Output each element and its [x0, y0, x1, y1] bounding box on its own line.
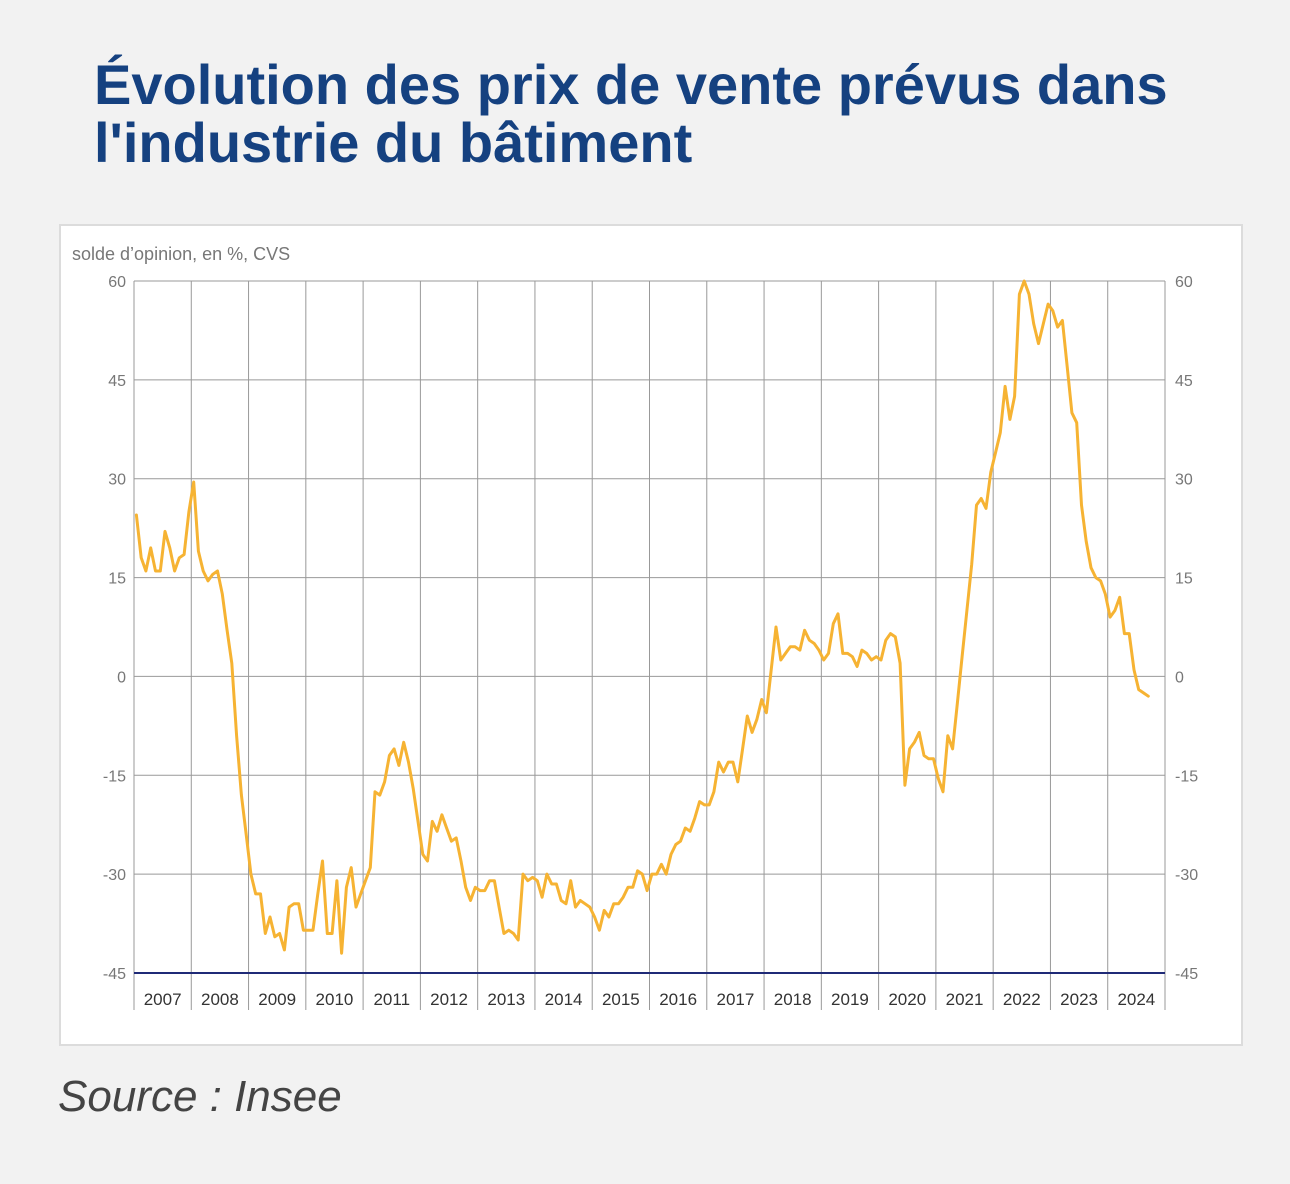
- x-year-label: 2023: [1060, 990, 1098, 1009]
- y-tick-label-right: -15: [1175, 768, 1198, 785]
- y-tick-label-right: -30: [1175, 867, 1198, 884]
- x-year-label: 2015: [602, 990, 640, 1009]
- chart-title: Évolution des prix de vente prévus dans …: [94, 53, 1168, 174]
- x-axis-years: 2007 2008 2009 2010 2011 2012 2013 2014 2015 2016…: [144, 990, 1156, 1009]
- y-tick-label-left: 30: [108, 472, 126, 489]
- x-year-label: 2019: [831, 990, 869, 1009]
- chart-panel: [59, 224, 1243, 1046]
- x-year-label: 2024: [1117, 990, 1155, 1009]
- x-year-label: 2009: [258, 990, 296, 1009]
- x-year-label: 2013: [487, 990, 525, 1009]
- y-axis-ticks: 60 60 45 45 30 30 15 15 0 0 -15 -15 -30 -30 -45 -45: [103, 274, 1198, 983]
- x-year-label: 2016: [659, 990, 697, 1009]
- y-tick-label-left: -30: [103, 867, 126, 884]
- y-tick-label-right: 60: [1175, 274, 1193, 291]
- series-layer: [134, 279, 1150, 955]
- y-tick-label-right: 0: [1175, 669, 1184, 686]
- x-year-label: 2010: [316, 990, 354, 1009]
- y-tick-label-left: 60: [108, 274, 126, 291]
- x-year-label: 2007: [144, 990, 182, 1009]
- y-tick-label-left: -15: [103, 768, 126, 785]
- source-note: Source : Insee: [58, 1072, 342, 1121]
- y-tick-label-left: 45: [108, 373, 126, 390]
- x-year-label: 2011: [373, 990, 410, 1009]
- y-tick-label-right: 30: [1175, 472, 1193, 489]
- x-year-label: 2008: [201, 990, 239, 1009]
- y-tick-label-left: -45: [103, 966, 126, 983]
- series-line: [134, 279, 1150, 955]
- y-axis-unit-label: solde d’opinion, en %, CVS: [72, 244, 291, 264]
- x-year-label: 2018: [774, 990, 812, 1009]
- gridlines: [133, 280, 1166, 1010]
- x-year-label: 2020: [888, 990, 926, 1009]
- y-tick-label-left: 15: [108, 571, 126, 588]
- y-tick-label-left: 0: [117, 669, 126, 686]
- y-tick-label-right: -45: [1175, 966, 1198, 983]
- x-year-label: 2012: [430, 990, 468, 1009]
- y-tick-label-right: 15: [1175, 571, 1193, 588]
- x-year-label: 2022: [1003, 990, 1041, 1009]
- x-year-label: 2021: [946, 990, 984, 1009]
- y-tick-label-right: 45: [1175, 373, 1193, 390]
- x-year-label: 2014: [545, 990, 583, 1009]
- x-year-label: 2017: [717, 990, 755, 1009]
